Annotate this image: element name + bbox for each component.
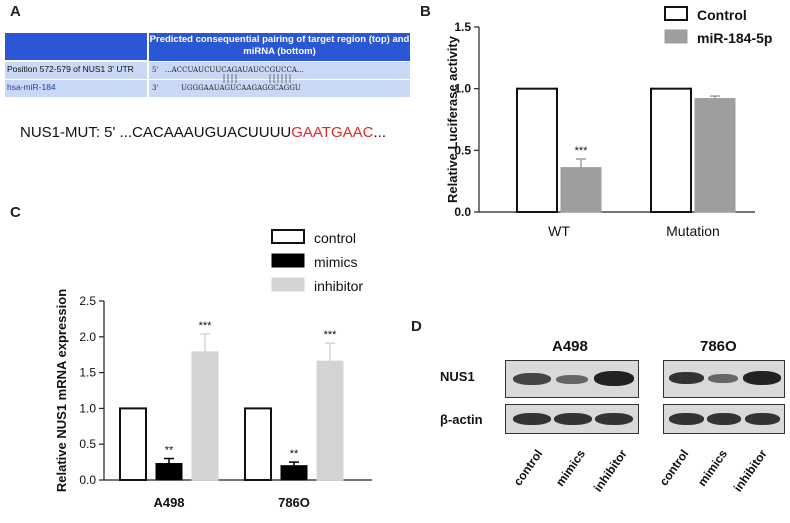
- y-tick-label: 1.5: [79, 366, 96, 380]
- legend-label: miR-184-5p: [697, 30, 772, 46]
- utr-sequence: ...ACCUAUCUUCAGAUAUCCGUCCA...: [165, 66, 304, 74]
- lane-label-mimics-a498: mimics: [552, 446, 588, 489]
- y-tick-label: 0.0: [454, 205, 471, 219]
- x-tick-label: A498: [153, 495, 184, 510]
- lane-label-control-a498: control: [510, 446, 546, 489]
- blot-band: [513, 413, 551, 425]
- y-axis-label: Relative Luciferase activity: [445, 35, 460, 203]
- utr-position-label: Position 572-579 of NUS1 3' UTR: [7, 64, 134, 74]
- legend-swatch: [664, 6, 688, 21]
- bar-inhibitor: [316, 360, 344, 481]
- legend-label: Control: [697, 7, 747, 23]
- blot-band: [707, 413, 741, 425]
- mirna-sequence: UGGGAAUAGUCAAGAGGCAGGU: [181, 84, 301, 92]
- panel-letter-d: D: [411, 318, 422, 335]
- blot-band: [556, 375, 588, 384]
- target-pairing-table: Predicted consequential pairing of targe…: [5, 33, 410, 97]
- mutant-site: GAATGAAC: [291, 124, 374, 141]
- legend-swatch: [271, 253, 305, 268]
- bar-mir-184-5p: [694, 98, 736, 213]
- lane-label-control-786o: control: [656, 446, 692, 489]
- x-tick-label: WT: [548, 223, 570, 239]
- blot-band: [513, 373, 551, 385]
- bar-mimics: [155, 463, 183, 481]
- bar-control: [244, 407, 272, 481]
- pairing-lines: [223, 74, 291, 83]
- mutant-prefix: NUS1-MUT: 5' ...CACAAAUGUACUUUU: [20, 124, 292, 141]
- blot-label-nus1: NUS1: [440, 369, 475, 384]
- y-tick-label: 1.0: [79, 401, 96, 415]
- y-tick-label: 2.0: [79, 330, 96, 344]
- blot-band: [669, 372, 704, 384]
- blot-nus1-786o: [663, 360, 785, 398]
- legend-swatch: [271, 277, 305, 292]
- blot-title-a498: A498: [552, 338, 588, 355]
- panel-letter-b: B: [420, 3, 431, 20]
- mirna-prime-label: 3': [152, 84, 159, 92]
- lane-label-inhibitor-a498: inhibitor: [590, 446, 630, 495]
- blot-band: [669, 413, 704, 425]
- panel-letter-c: C: [10, 204, 21, 221]
- utr-prime-label: 5': [152, 66, 159, 74]
- blot-actin-786o: [663, 404, 785, 434]
- blot-band: [554, 413, 592, 425]
- legend-swatch: [271, 229, 305, 244]
- legend-label: inhibitor: [314, 278, 363, 294]
- lane-label-mimics-786o: mimics: [694, 446, 730, 489]
- blot-nus1-a498: [505, 360, 639, 398]
- significance-marker: **: [290, 448, 299, 460]
- x-tick-label: Mutation: [666, 223, 720, 239]
- legend-label: mimics: [314, 254, 358, 270]
- table-header: Predicted consequential pairing of targe…: [149, 33, 410, 61]
- mutant-sequence: NUS1-MUT: 5' ...CACAAAUGUACUUUUGAATGAAC.…: [20, 124, 386, 141]
- table-row-utr: Position 572-579 of NUS1 3' UTR 5' ...AC…: [5, 62, 410, 79]
- y-tick-label: 1.5: [454, 20, 471, 34]
- blot-band: [743, 371, 781, 385]
- bar-mir-184-5p: [560, 167, 602, 213]
- blot-actin-a498: [505, 404, 639, 434]
- y-tick-label: 0.5: [454, 143, 471, 157]
- column-divider: [147, 62, 149, 79]
- x-tick-label: 786O: [278, 495, 310, 510]
- table-header-blank: [5, 33, 147, 60]
- legend-swatch: [664, 29, 688, 44]
- y-tick-label: 2.5: [79, 294, 96, 308]
- significance-marker: ***: [324, 329, 338, 341]
- y-tick-label: 0.0: [79, 473, 96, 487]
- bar-control: [119, 407, 147, 481]
- mirna-label: hsa-miR-184: [7, 82, 56, 92]
- panel-letter-a: A: [10, 3, 21, 20]
- column-divider: [147, 80, 149, 97]
- blot-band: [745, 413, 780, 425]
- blot-title-786o: 786O: [700, 338, 737, 355]
- lane-label-inhibitor-786o: inhibitor: [730, 446, 770, 495]
- y-tick-label: 0.5: [79, 437, 96, 451]
- blot-label-actin: β-actin: [440, 412, 483, 427]
- mutant-suffix: ...: [373, 124, 386, 141]
- bar-mimics: [280, 465, 308, 481]
- bar-inhibitor: [191, 351, 219, 481]
- table-row-mirna: hsa-miR-184 3' UGGGAAUAGUCAAGAGGCAGGU: [5, 80, 410, 97]
- y-tick-label: 1.0: [454, 82, 471, 96]
- blot-band: [708, 374, 738, 383]
- significance-marker: **: [165, 445, 174, 457]
- legend-label: control: [314, 230, 356, 246]
- significance-marker: ***: [575, 145, 589, 157]
- bar-control: [650, 87, 692, 213]
- significance-marker: ***: [199, 320, 213, 332]
- bar-control: [516, 87, 558, 213]
- blot-band: [595, 413, 633, 425]
- chart-c: 0.0 0.5 1.0 1.5 2.0 2.5 Relative NUS1 mRNA exp…: [54, 229, 372, 510]
- y-axis-label: Relative NUS1 mRNA expression: [54, 289, 69, 492]
- blot-band: [594, 371, 634, 386]
